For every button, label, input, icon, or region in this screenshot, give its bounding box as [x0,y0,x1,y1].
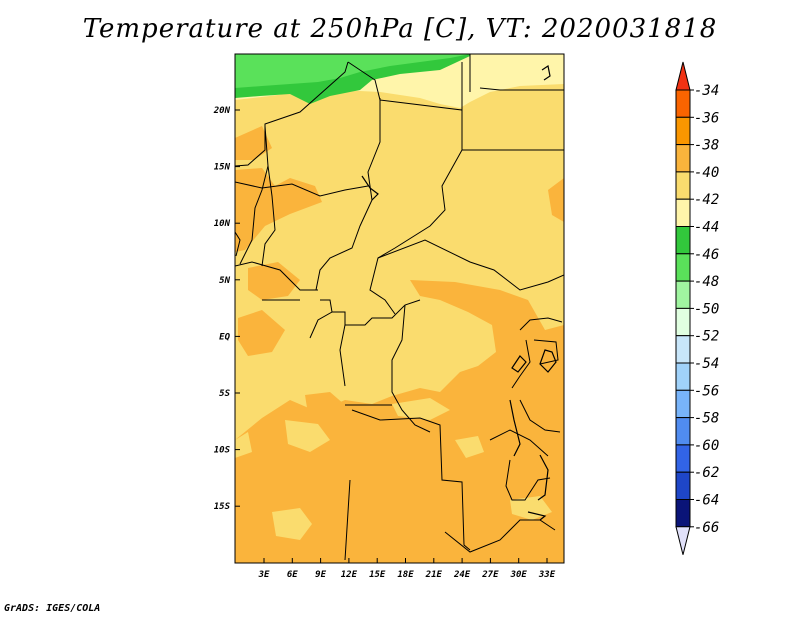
lon-label: 30E [510,570,528,580]
colorbar-label: -42 [694,192,719,208]
colorbar-box [675,144,691,173]
field-minus46 [235,54,470,88]
chart-title: Temperature at 250hPa [C], VT: 202003181… [82,14,718,44]
colorbar-box [675,89,691,118]
colorbar-label: -54 [694,356,719,372]
lat-label: EQ [219,332,230,342]
colorbar-label: -60 [694,438,719,454]
colorbar-box [675,362,691,391]
lon-label: 21E [425,570,443,580]
lon-label: 27E [481,570,499,580]
lakes [361,65,557,521]
colorbar-label: -40 [694,165,719,181]
colorbar: -34 -36 -38 -40 -42 -44 -46 -48 -50 -52 -54 -56 -58 -… [675,61,719,555]
lon-label: 3E [258,570,270,580]
lat-label: 15N [214,163,231,173]
colorbar-bottom-triangle [675,526,691,555]
colorbar-box [675,280,691,309]
colorbar-box [675,417,691,446]
map-frame [234,53,565,564]
colorbar-label: -50 [694,301,719,317]
lat-label: 20N [213,106,231,116]
colorbar-label: -66 [694,520,719,536]
lon-label: 18E [397,570,414,580]
colorbar-label: -56 [694,383,719,399]
lon-label: 9E [315,570,326,580]
lon-label: 6E [287,570,298,580]
temperature-field [235,54,564,563]
lat-labels: 20N 15N 10N 5N EQ 5S 10S 15S [213,106,231,512]
colorbar-box [675,307,691,337]
axis-ticks [235,109,548,563]
lat-label: 10N [214,219,231,229]
colorbar-box [675,253,691,282]
colorbar-box [675,116,691,146]
colorbar-label: -34 [694,83,719,99]
lon-label: 24E [453,570,471,580]
colorbar-label: -58 [694,411,719,427]
lon-label: 12E [341,570,358,580]
colorbar-box [675,226,691,255]
country-borders [235,54,564,561]
field-minus38 [235,126,564,563]
colorbar-box [675,335,691,364]
colorbar-box [675,198,691,227]
colorbar-top-triangle [675,61,691,91]
colorbar-box [675,499,691,528]
lat-label: 5S [219,389,230,399]
field-minus40-patches [235,398,552,540]
colorbar-label: -44 [694,220,719,236]
colorbar-box [675,389,691,419]
colorbar-label: -46 [694,247,719,263]
colorbar-box [675,471,691,501]
lon-label: 15E [369,570,386,580]
colorbar-label: -38 [694,138,719,154]
colorbar-label: -36 [694,110,719,126]
colorbar-label: -52 [694,329,719,345]
lon-labels: 3E 6E 9E 12E 15E 18E 21E 24E 27E 30E 33E [258,570,556,580]
lon-label: 33E [538,570,556,580]
colorbar-label: -64 [694,493,719,509]
lat-label: 15S [214,502,231,512]
colorbar-label: -48 [694,274,719,290]
colorbar-box [675,444,691,473]
lat-label: 5N [219,276,230,286]
colorbar-box [675,171,691,200]
grads-credit: GrADS: IGES/COLA [4,603,101,614]
lat-label: 10S [214,446,231,456]
colorbar-label: -62 [694,465,719,481]
